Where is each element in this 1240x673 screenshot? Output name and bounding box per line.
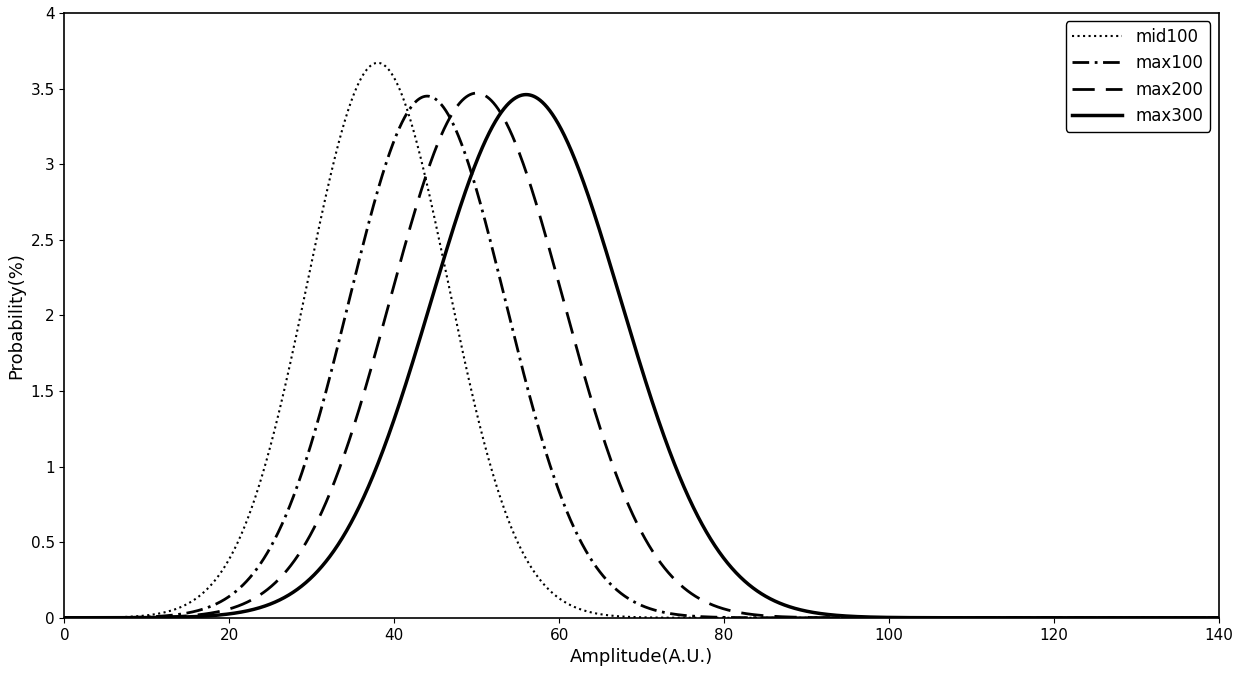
max300 xyxy=(518,91,533,99)
max100 xyxy=(1189,614,1204,622)
max200 xyxy=(1211,614,1226,622)
Line: max100: max100 xyxy=(64,96,1219,618)
mid100 xyxy=(1065,614,1080,622)
Line: max300: max300 xyxy=(64,95,1219,618)
max200 xyxy=(1189,614,1204,622)
mid100 xyxy=(500,513,515,522)
max300 xyxy=(551,118,565,127)
max200 xyxy=(469,89,484,97)
max100 xyxy=(57,614,72,622)
max300 xyxy=(188,612,203,621)
max200 xyxy=(1065,614,1080,622)
mid100 xyxy=(188,594,203,602)
mid100 xyxy=(551,593,565,601)
max200 xyxy=(57,614,72,622)
max200 xyxy=(188,611,203,619)
Legend: mid100, max100, max200, max300: mid100, max100, max200, max300 xyxy=(1065,22,1210,132)
max200 xyxy=(551,275,565,283)
max100 xyxy=(1065,614,1080,622)
max300 xyxy=(57,614,72,622)
mid100 xyxy=(1189,614,1204,622)
mid100 xyxy=(257,463,272,471)
max100 xyxy=(551,483,565,491)
Y-axis label: Probability(%): Probability(%) xyxy=(7,252,25,379)
Line: mid100: mid100 xyxy=(64,63,1219,618)
Line: max200: max200 xyxy=(64,93,1219,618)
max200 xyxy=(500,121,515,129)
mid100 xyxy=(57,614,72,622)
mid100 xyxy=(371,59,386,67)
max300 xyxy=(1065,614,1080,622)
X-axis label: Amplitude(A.U.): Amplitude(A.U.) xyxy=(570,648,713,666)
max100 xyxy=(420,92,435,100)
max300 xyxy=(1189,614,1204,622)
mid100 xyxy=(1211,614,1226,622)
max100 xyxy=(500,305,515,313)
max200 xyxy=(257,588,272,596)
max300 xyxy=(257,602,272,610)
max100 xyxy=(1211,614,1226,622)
max100 xyxy=(257,553,272,561)
max100 xyxy=(188,607,203,615)
max300 xyxy=(1211,614,1226,622)
max300 xyxy=(500,101,515,109)
